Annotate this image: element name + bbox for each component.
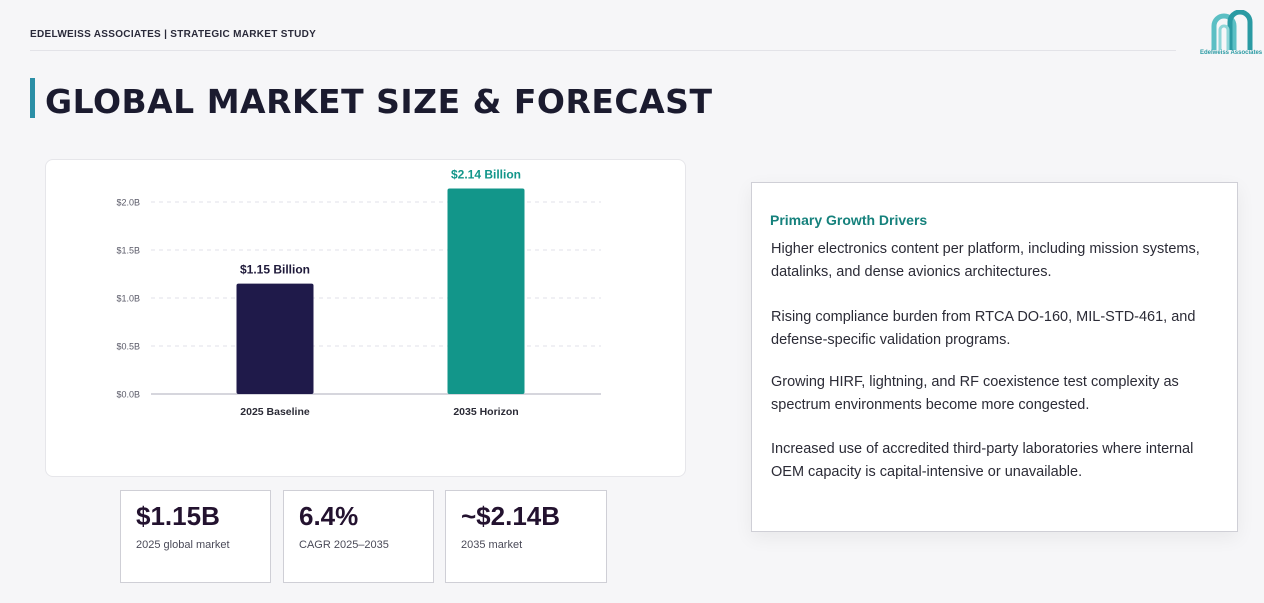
bar-chart: $0.0B $0.5B $1.0B $1.5B $2.0B $1.15 Billion 20… (116, 168, 601, 418)
kpi-label: CAGR 2025–2035 (299, 539, 389, 551)
growth-drivers-card: Primary Growth Drivers Higher electronic… (751, 182, 1238, 532)
bar (236, 283, 314, 394)
y-tick-label: $0.0B (116, 390, 140, 400)
kpi-value: 6.4% (299, 501, 359, 531)
x-category-label: 2025 Baseline (240, 406, 310, 418)
kpi-card-cagr: 6.4% CAGR 2025–2035 (283, 490, 434, 583)
y-tick-label: $2.0B (116, 198, 140, 208)
kpi-value: $1.15B (136, 501, 220, 531)
logo (1200, 9, 1264, 60)
kpi-value: ~$2.14B (461, 501, 561, 531)
page-title: GLOBAL MARKET SIZE & FORECAST (45, 82, 713, 121)
driver-item: Higher electronics content per platform,… (771, 241, 1200, 280)
y-tick-label: $1.0B (116, 294, 140, 304)
chart-card: $0.0B $0.5B $1.0B $1.5B $2.0B $1.15 Billion 20… (45, 159, 686, 477)
driver-item: Increased use of accredited third-party … (771, 441, 1194, 480)
title-accent-bar (30, 78, 35, 118)
bar (447, 188, 525, 394)
driver-item: Rising compliance burden from RTCA DO-16… (771, 309, 1196, 348)
header-text: EDELWEISS ASSOCIATES | STRATEGIC MARKET … (30, 29, 317, 40)
header-rule (30, 50, 1176, 51)
x-category-label: 2035 Horizon (453, 406, 518, 418)
bar-data-label: $1.15 Billion (240, 263, 310, 277)
y-tick-label: $1.5B (116, 246, 140, 256)
logo-mark-icon (1211, 9, 1253, 50)
kpi-label: 2035 market (461, 539, 523, 551)
y-tick-label: $0.5B (116, 342, 140, 352)
kpi-label: 2025 global market (136, 539, 230, 551)
drivers-title: Primary Growth Drivers (770, 212, 928, 228)
logo-text: Edelweiss Associates (1200, 50, 1263, 56)
kpi-card-2035: ~$2.14B 2035 market (445, 490, 607, 583)
kpi-card-2025: $1.15B 2025 global market (120, 490, 271, 583)
driver-item: Growing HIRF, lightning, and RF coexiste… (771, 374, 1179, 413)
bar-data-label: $2.14 Billion (451, 168, 521, 182)
